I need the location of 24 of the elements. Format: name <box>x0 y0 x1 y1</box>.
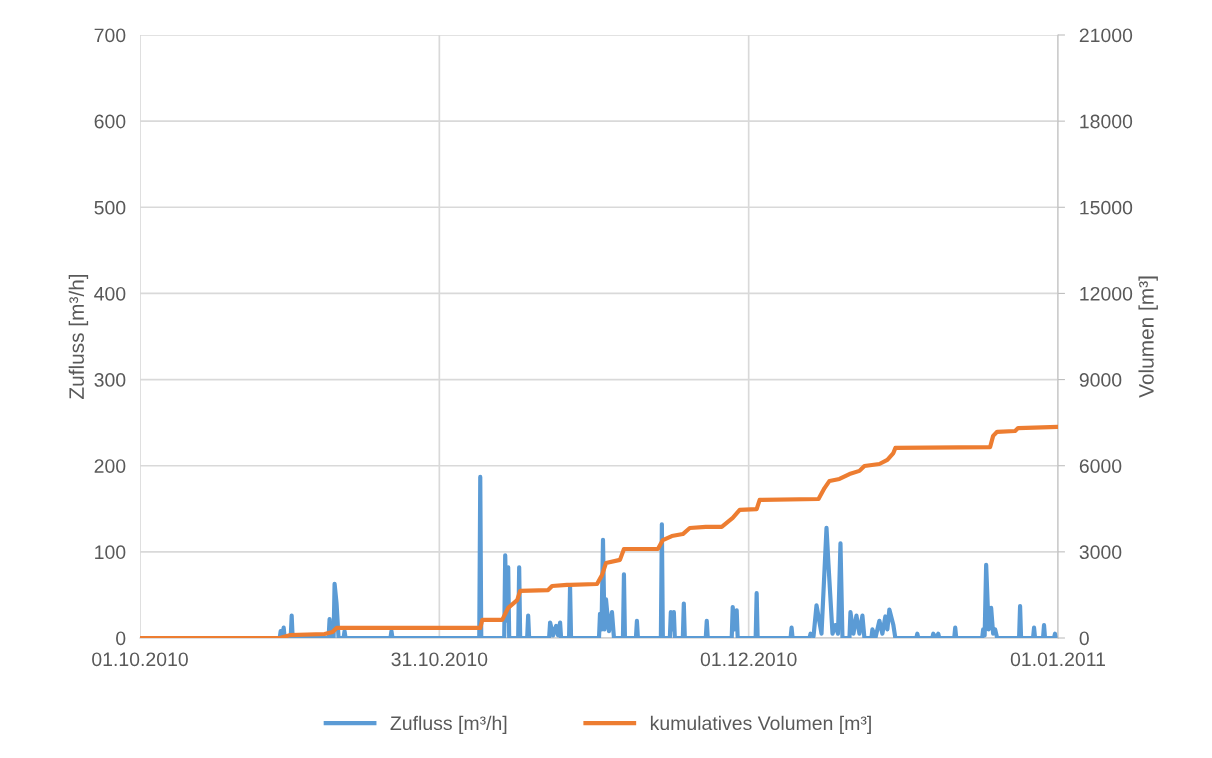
x-tick-label: 01.01.2011 <box>1010 652 1105 667</box>
y2-tick-label: 15000 <box>1080 200 1133 215</box>
y-tick-label: 200 <box>94 459 126 473</box>
legend-label: kumulatives Volumen [m³] <box>650 715 871 734</box>
legend-label: Zufluss [m³/h] <box>390 715 507 734</box>
y2-tick-label: 21000 <box>1079 28 1133 43</box>
y-tick-label: 700 <box>94 28 126 43</box>
y-tick-label: 300 <box>94 373 126 387</box>
y-tick-label: 0 <box>116 631 126 646</box>
y2-tick-label: 0 <box>1079 631 1089 646</box>
x-tick-label: 01.12.2010 <box>700 652 797 667</box>
y-tick-label: 100 <box>95 545 126 560</box>
y2-tick-label: 3000 <box>1079 545 1122 560</box>
y-tick-label: 500 <box>94 200 126 215</box>
y2-tick-label: 12000 <box>1080 286 1133 301</box>
y2-tick-label: 9000 <box>1079 373 1122 387</box>
y2-tick-label: 18000 <box>1080 114 1133 129</box>
y2-tick-label: 6000 <box>1079 459 1122 473</box>
y-tick-label: 600 <box>94 114 126 129</box>
x-tick-label: 01.10.2010 <box>92 652 188 667</box>
x-tick-label: 31.10.2010 <box>391 652 488 667</box>
y-tick-label: 400 <box>94 286 126 301</box>
y-axis-title: Zufluss [m³/h] <box>68 274 89 399</box>
y2-axis-title: Volumen [m³] <box>1138 276 1158 398</box>
